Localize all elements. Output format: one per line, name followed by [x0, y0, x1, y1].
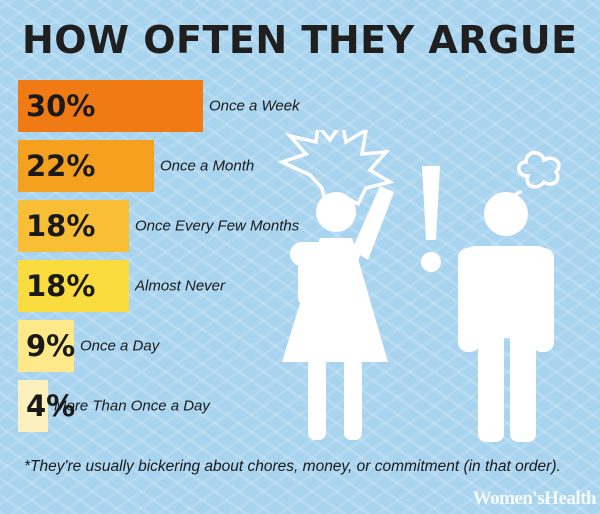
bar-category-label: Once Every Few Months [135, 217, 300, 235]
bar-value-label: 22% [26, 149, 96, 183]
bar-category-label: More Than Once a Day [54, 397, 210, 415]
bar-value-label: 30% [26, 89, 96, 123]
bar-category-label: Once a Day [80, 337, 160, 355]
bar: 22% Once a Month [18, 140, 254, 192]
bar: 18% Once Every Few Months [18, 200, 299, 252]
couple-illustration [277, 130, 561, 442]
bar-value-label: 9% [26, 329, 76, 363]
chart-title: HOW OFTEN THEY ARGUE [22, 18, 578, 62]
bar-category-label: Once a Week [209, 97, 300, 115]
bar: 30% Once a Week [18, 80, 300, 132]
bar: 9% Once a Day [18, 320, 159, 372]
woman-figure-icon [282, 186, 394, 440]
bar: 4% More Than Once a Day [18, 380, 210, 432]
bar-value-label: 18% [26, 209, 96, 243]
exclamation-icon [421, 166, 441, 272]
bar: 18% Almost Never [18, 260, 225, 312]
footnote: *They're usually bickering about chores,… [24, 458, 561, 475]
man-figure-icon [458, 192, 554, 442]
brand-logo: Women'sHealth [472, 488, 597, 509]
bar-value-label: 4% [26, 389, 76, 423]
bar-value-label: 18% [26, 269, 96, 303]
bar-category-label: Almost Never [135, 277, 226, 295]
bar-category-label: Once a Month [160, 157, 255, 175]
